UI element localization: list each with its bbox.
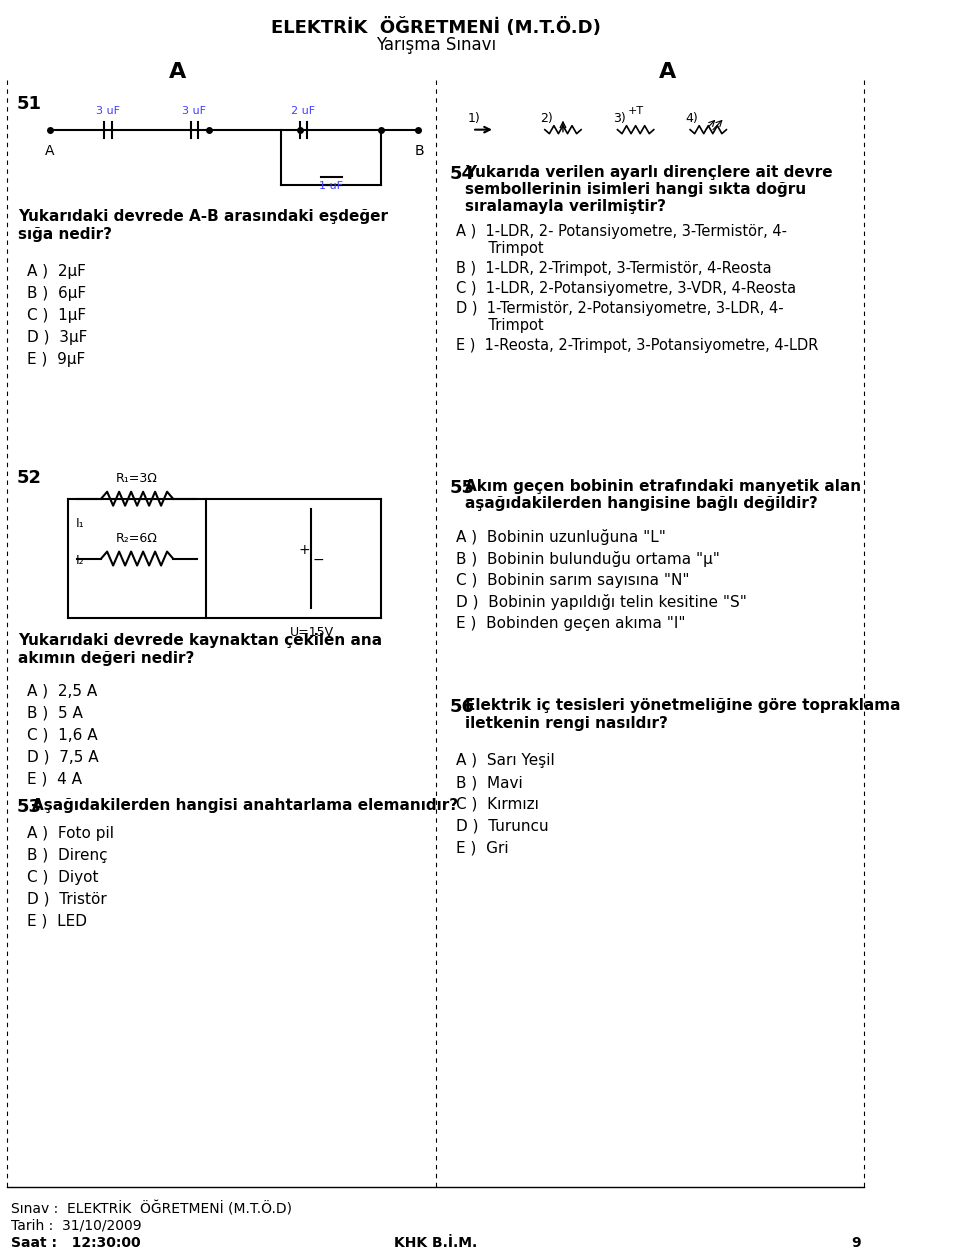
Text: B: B xyxy=(415,144,424,158)
Text: Tarih :  31/10/2009: Tarih : 31/10/2009 xyxy=(11,1219,141,1233)
Text: 3 uF: 3 uF xyxy=(182,105,206,115)
Text: Yukarıdaki devrede A-B arasındaki eşdeğer
sığa nedir?: Yukarıdaki devrede A-B arasındaki eşdeğe… xyxy=(18,209,388,242)
Text: D )  3μF: D ) 3μF xyxy=(27,330,87,345)
Text: E )  Bobinden geçen akıma "I": E ) Bobinden geçen akıma "I" xyxy=(456,616,685,632)
Text: C )  Bobinin sarım sayısına "N": C ) Bobinin sarım sayısına "N" xyxy=(456,573,689,588)
Text: I₂: I₂ xyxy=(76,554,84,566)
Text: Yarışma Sınavı: Yarışma Sınavı xyxy=(375,36,496,54)
Text: A )  Foto pil: A ) Foto pil xyxy=(27,826,114,841)
Text: Yukarıdaki devrede kaynaktan çekilen ana
akımın değeri nedir?: Yukarıdaki devrede kaynaktan çekilen ana… xyxy=(18,633,382,665)
Text: Sınav :  ELEKTRİK  ÖĞRETMENİ (M.T.Ö.D): Sınav : ELEKTRİK ÖĞRETMENİ (M.T.Ö.D) xyxy=(11,1202,292,1217)
Text: D )  Tristör: D ) Tristör xyxy=(27,892,107,907)
Text: 51: 51 xyxy=(16,95,41,113)
Text: 4): 4) xyxy=(685,112,698,125)
Text: 55: 55 xyxy=(449,479,474,496)
Text: A: A xyxy=(45,144,55,158)
Text: 52: 52 xyxy=(16,469,41,487)
Text: I₁: I₁ xyxy=(76,516,84,530)
Text: Aşağıdakilerden hangisi anahtarlama elemanıdır?: Aşağıdakilerden hangisi anahtarlama elem… xyxy=(32,798,458,813)
Text: 3 uF: 3 uF xyxy=(96,105,120,115)
Text: 9: 9 xyxy=(852,1235,861,1249)
Text: 2 uF: 2 uF xyxy=(291,105,315,115)
Text: E )  LED: E ) LED xyxy=(27,913,87,928)
Text: Yukarıda verilen ayarlı dirençlere ait devre
sembollerinin isimleri hangi sıkta : Yukarıda verilen ayarlı dirençlere ait d… xyxy=(465,164,832,214)
Text: C )  Kırmızı: C ) Kırmızı xyxy=(456,797,539,812)
Text: A: A xyxy=(659,61,676,81)
Text: B )  Bobinin bulunduğu ortama "μ": B ) Bobinin bulunduğu ortama "μ" xyxy=(456,550,720,566)
Text: E )  Gri: E ) Gri xyxy=(456,841,509,856)
Text: A )  Sarı Yeşil: A ) Sarı Yeşil xyxy=(456,753,555,768)
Text: D )  Turuncu: D ) Turuncu xyxy=(456,819,548,834)
Text: Trimpot: Trimpot xyxy=(456,318,543,333)
Text: A )  2μF: A ) 2μF xyxy=(27,264,86,279)
Text: Elektrik iç tesisleri yönetmeliğine göre topraklama
iletkenin rengi nasıldır?: Elektrik iç tesisleri yönetmeliğine göre… xyxy=(465,698,900,730)
Text: A: A xyxy=(168,61,185,81)
Text: 56: 56 xyxy=(449,698,474,717)
Text: C )  1μF: C ) 1μF xyxy=(27,308,86,323)
Text: B )  5 A: B ) 5 A xyxy=(27,705,84,720)
Text: A )  2,5 A: A ) 2,5 A xyxy=(27,683,98,698)
Text: B )  Direnç: B ) Direnç xyxy=(27,848,108,863)
Text: 3): 3) xyxy=(612,112,626,125)
Text: R₂=6Ω: R₂=6Ω xyxy=(116,531,158,545)
Text: 1 uF: 1 uF xyxy=(320,180,344,190)
Text: E )  9μF: E ) 9μF xyxy=(27,352,85,367)
Text: −: − xyxy=(313,553,324,566)
Text: +T: +T xyxy=(628,105,643,115)
Text: ELEKTRİK  ÖĞRETMENİ (M.T.Ö.D): ELEKTRİK ÖĞRETMENİ (M.T.Ö.D) xyxy=(271,18,601,36)
Text: A )  1-LDR, 2- Potansiyometre, 3-Termistör, 4-: A ) 1-LDR, 2- Potansiyometre, 3-Termistö… xyxy=(456,224,787,239)
Text: 1): 1) xyxy=(468,112,480,125)
Text: +: + xyxy=(299,543,310,556)
Text: Trimpot: Trimpot xyxy=(456,242,543,257)
Text: 2): 2) xyxy=(540,112,553,125)
Text: D )  1-Termistör, 2-Potansiyometre, 3-LDR, 4-: D ) 1-Termistör, 2-Potansiyometre, 3-LDR… xyxy=(456,301,783,316)
Text: R₁=3Ω: R₁=3Ω xyxy=(116,471,158,485)
Text: C )  Diyot: C ) Diyot xyxy=(27,870,99,885)
Text: U=15V: U=15V xyxy=(289,626,333,639)
Text: 54: 54 xyxy=(449,164,474,183)
Text: C )  1-LDR, 2-Potansiyometre, 3-VDR, 4-Reosta: C ) 1-LDR, 2-Potansiyometre, 3-VDR, 4-Re… xyxy=(456,281,796,296)
Text: Akım geçen bobinin etrafındaki manyetik alan
aşağıdakilerden hangisine bağlı değ: Akım geçen bobinin etrafındaki manyetik … xyxy=(465,479,861,511)
Text: B )  Mavi: B ) Mavi xyxy=(456,776,522,789)
Text: B )  6μF: B ) 6μF xyxy=(27,286,86,301)
Text: E )  1-Reosta, 2-Trimpot, 3-Potansiyometre, 4-LDR: E ) 1-Reosta, 2-Trimpot, 3-Potansiyometr… xyxy=(456,338,818,353)
Text: C )  1,6 A: C ) 1,6 A xyxy=(27,727,98,742)
Text: D )  Bobinin yapıldığı telin kesitine "S": D ) Bobinin yapıldığı telin kesitine "S" xyxy=(456,594,747,610)
Text: KHK B.İ.M.: KHK B.İ.M. xyxy=(395,1235,477,1249)
Text: B )  1-LDR, 2-Trimpot, 3-Termistör, 4-Reosta: B ) 1-LDR, 2-Trimpot, 3-Termistör, 4-Reo… xyxy=(456,262,772,277)
Text: E )  4 A: E ) 4 A xyxy=(27,771,83,786)
Text: D )  7,5 A: D ) 7,5 A xyxy=(27,749,99,764)
Text: Saat :   12:30:00: Saat : 12:30:00 xyxy=(11,1235,140,1249)
Text: 53: 53 xyxy=(16,798,41,816)
Text: A )  Bobinin uzunluğuna "L": A ) Bobinin uzunluğuna "L" xyxy=(456,529,665,545)
